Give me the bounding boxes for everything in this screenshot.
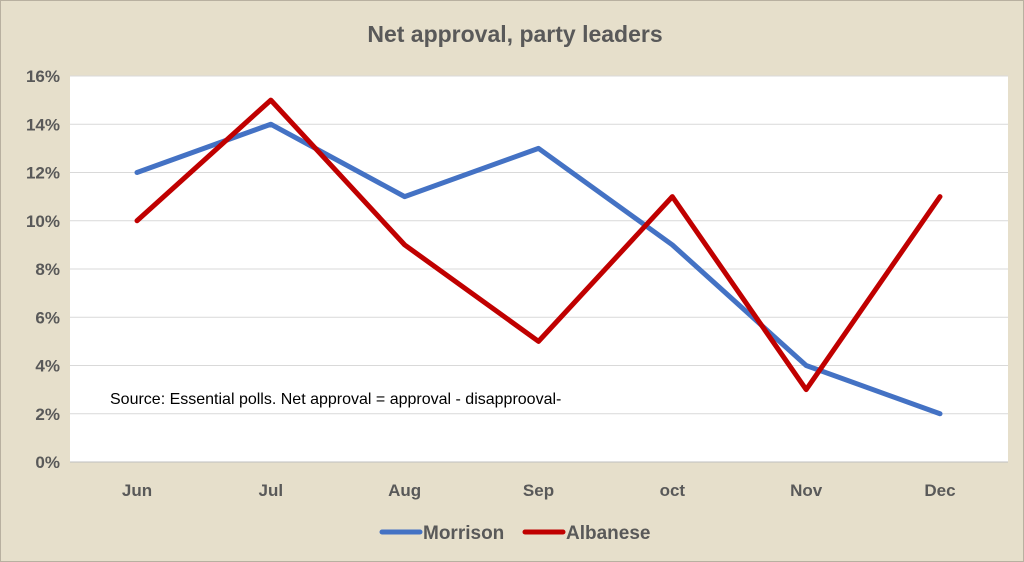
y-tick-label: 12%	[26, 164, 60, 183]
legend-label-albanese: Albanese	[566, 523, 650, 544]
chart-title: Net approval, party leaders	[367, 21, 662, 47]
y-tick-label: 16%	[26, 67, 60, 86]
x-tick-label: Nov	[790, 481, 823, 500]
y-axis-ticks: 0% 2% 4% 6% 8% 10% 12% 14% 16%	[26, 67, 60, 472]
legend: Morrison Albanese	[379, 523, 650, 544]
y-tick-label: 14%	[26, 115, 60, 134]
y-tick-label: 4%	[35, 357, 60, 376]
gridlines	[70, 75, 1008, 463]
y-tick-label: 8%	[35, 260, 60, 279]
x-axis-ticks: Jun Jul Aug Sep oct Nov Dec	[122, 481, 956, 500]
source-annotation: Source: Essential polls. Net approval = …	[110, 391, 561, 408]
y-tick-label: 10%	[26, 212, 60, 231]
x-tick-label: Sep	[523, 481, 554, 500]
y-tick-label: 6%	[35, 308, 60, 327]
x-tick-label: Jun	[122, 481, 152, 500]
series-lines	[134, 97, 943, 417]
legend-label-morrison: Morrison	[423, 523, 504, 544]
x-tick-label: Aug	[388, 481, 421, 500]
y-tick-label: 0%	[35, 453, 60, 472]
x-tick-label: oct	[660, 481, 686, 500]
y-tick-label: 2%	[35, 405, 60, 424]
x-tick-label: Jul	[259, 481, 284, 500]
x-tick-label: Dec	[924, 481, 955, 500]
